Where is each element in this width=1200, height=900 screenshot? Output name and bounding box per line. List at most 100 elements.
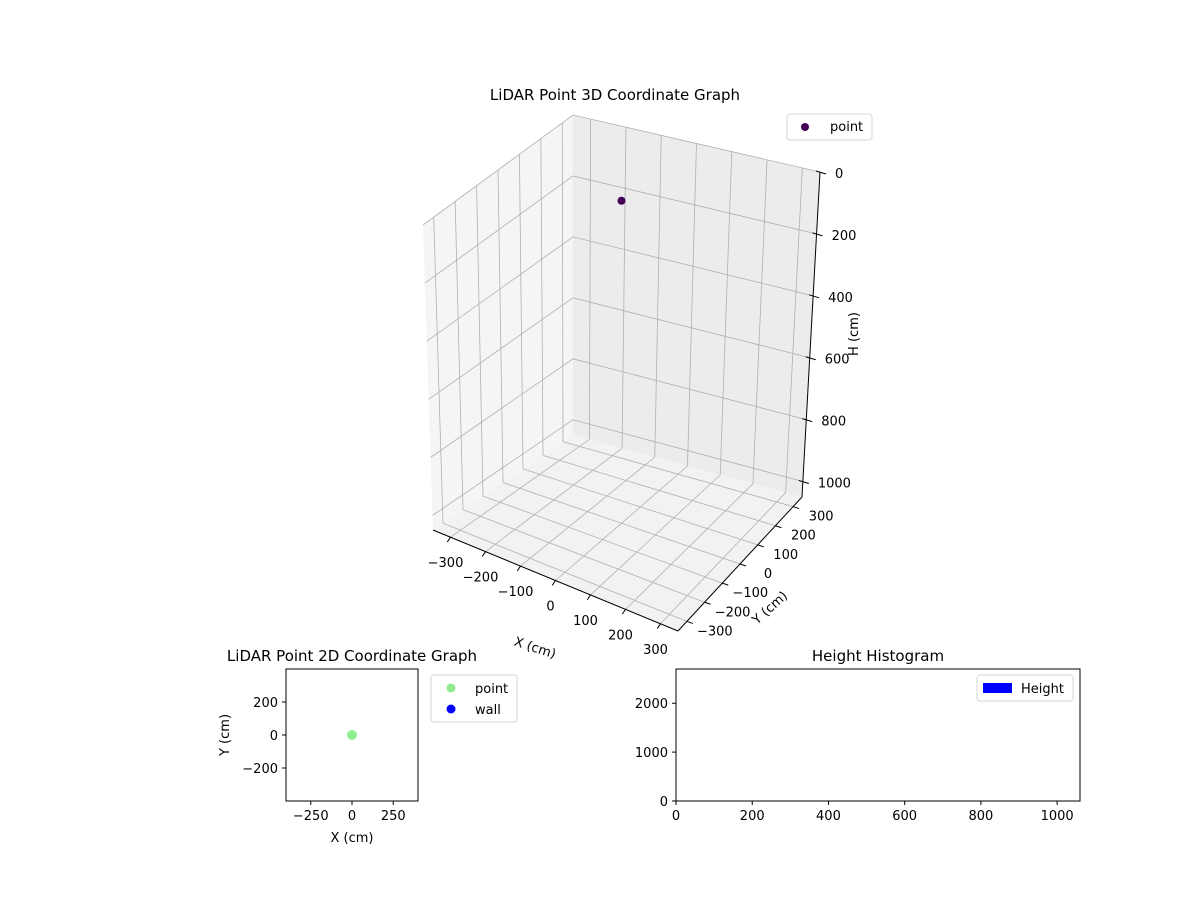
tick-label-y: 2000 [635,697,668,712]
grid-line-x-vert [785,167,803,493]
chart-2d-legend: point wall [430,674,518,723]
grid-line-y [562,441,794,507]
grid-line-z [424,175,817,284]
tick-x [551,580,556,586]
grid-line-y [482,495,723,584]
tick-z [798,480,810,485]
tick-label-z: 800 [821,415,846,430]
tick-z [815,170,827,175]
axis-line-z [801,171,821,498]
tick-x [586,594,591,601]
tick-label-x: 200 [740,809,765,824]
pane-right [573,115,820,497]
grid-line-y-vert [540,138,544,456]
tick-label-x: 400 [816,809,841,824]
tick-label-x: 200 [608,628,633,643]
tick-label-z: 200 [832,229,857,244]
grid-line-z [428,297,810,400]
grid-line-y [442,522,688,622]
tick-label-y: 0 [660,795,668,810]
tick-label-y: 1000 [635,746,668,761]
tick-label-x: 300 [643,643,668,658]
tick-label-y: 200 [791,529,816,544]
tick-x [446,536,451,543]
tick-y [739,563,747,567]
tick-y [686,620,694,624]
legend-label-height: Height [1021,682,1064,697]
tick-y [792,506,800,510]
legend-box [976,674,1074,702]
ticks-3d: −300−200−1000100200300−300−200−100010020… [428,167,857,658]
tick-label-z: 600 [825,353,850,368]
tick-x [656,623,661,629]
legend-label-point: point [830,120,863,135]
grid-line-y-vert [454,201,464,510]
grid-line-x-vert [687,143,697,467]
tick-label-y: 300 [809,510,834,525]
grid-line-y [542,454,776,527]
grid-line-z [422,114,821,226]
tick-label-x: 0 [348,809,356,824]
chart-2d-y-label: Y (cm) [218,714,233,757]
tick-z [805,356,816,361]
grid-line-y-vert [476,185,484,497]
tick-label-y: 200 [253,696,278,711]
tick-label-x: 600 [892,809,917,824]
ticks-histogram: 0 200 400 600 800 1000 0 1000 2000 [635,697,1074,824]
tick-label-z: 1000 [818,477,851,492]
tick-label-x: −100 [498,585,534,600]
grid-line-y-vert [497,169,504,483]
tick-label-y: −300 [697,624,733,639]
legend-label-point: point [475,682,508,697]
chart-3d-scatter: −300−200−1000100200300−300−200−100010020… [422,86,873,663]
grid-line-x-vert [752,159,768,484]
points-3d [617,196,626,205]
tick-label-z: 0 [835,167,843,182]
chart-3d-z-label: H (cm) [847,312,862,356]
grid-line-x-vert [719,151,733,475]
grid-line-x-vert [621,127,627,449]
grid-line-z [426,236,814,342]
chart-height-histogram: Height Histogram 0 200 400 600 800 1000 0 1000 2… [635,647,1081,824]
histogram-title: Height Histogram [812,647,944,665]
tick-x [481,551,486,557]
legend-label-wall: wall [475,703,501,718]
grid-line-x-vert [654,135,662,458]
chart-3d-x-label: X (cm) [512,635,558,663]
grid-line-z [430,358,807,458]
legend-marker-point [801,123,809,131]
legend-marker-wall [446,704,456,714]
tick-x [516,565,521,572]
tick-label-x: 0 [672,809,680,824]
grid-3d [422,114,821,625]
grid-line-y-vert [433,217,444,524]
tick-label-x: 0 [546,600,554,615]
ticks-2d: −250 0 250 −200 0 200 [242,696,405,824]
tick-label-z: 400 [828,291,853,306]
tick-label-y: 100 [773,548,798,563]
tick-label-x: 800 [968,809,993,824]
tick-z [808,294,820,299]
tick-label-x: 1000 [1041,809,1074,824]
grid-line-y-vert [519,154,524,469]
grid-line-y [462,509,705,603]
tick-label-x: −300 [428,556,464,571]
tick-y [722,582,729,586]
legend-box [786,113,873,141]
tick-label-x: 250 [381,809,406,824]
chart-2d-x-label: X (cm) [331,831,374,846]
tick-label-x: −250 [293,809,329,824]
tick-label-y: 0 [764,567,772,582]
chart-2d-title: LiDAR Point 2D Coordinate Graph [227,647,477,665]
tick-label-x: −200 [463,571,499,586]
tick-label-x: 100 [573,614,598,629]
grid-line-y [522,468,758,546]
tick-y [757,544,764,548]
tick-x [621,609,626,615]
grid-line-y [502,482,741,565]
data-point-3d [617,196,626,205]
chart-2d-scatter: LiDAR Point 2D Coordinate Graph −250 0 250… [218,647,518,846]
legend-swatch-height [983,683,1012,693]
tick-label-y: −200 [715,605,751,620]
